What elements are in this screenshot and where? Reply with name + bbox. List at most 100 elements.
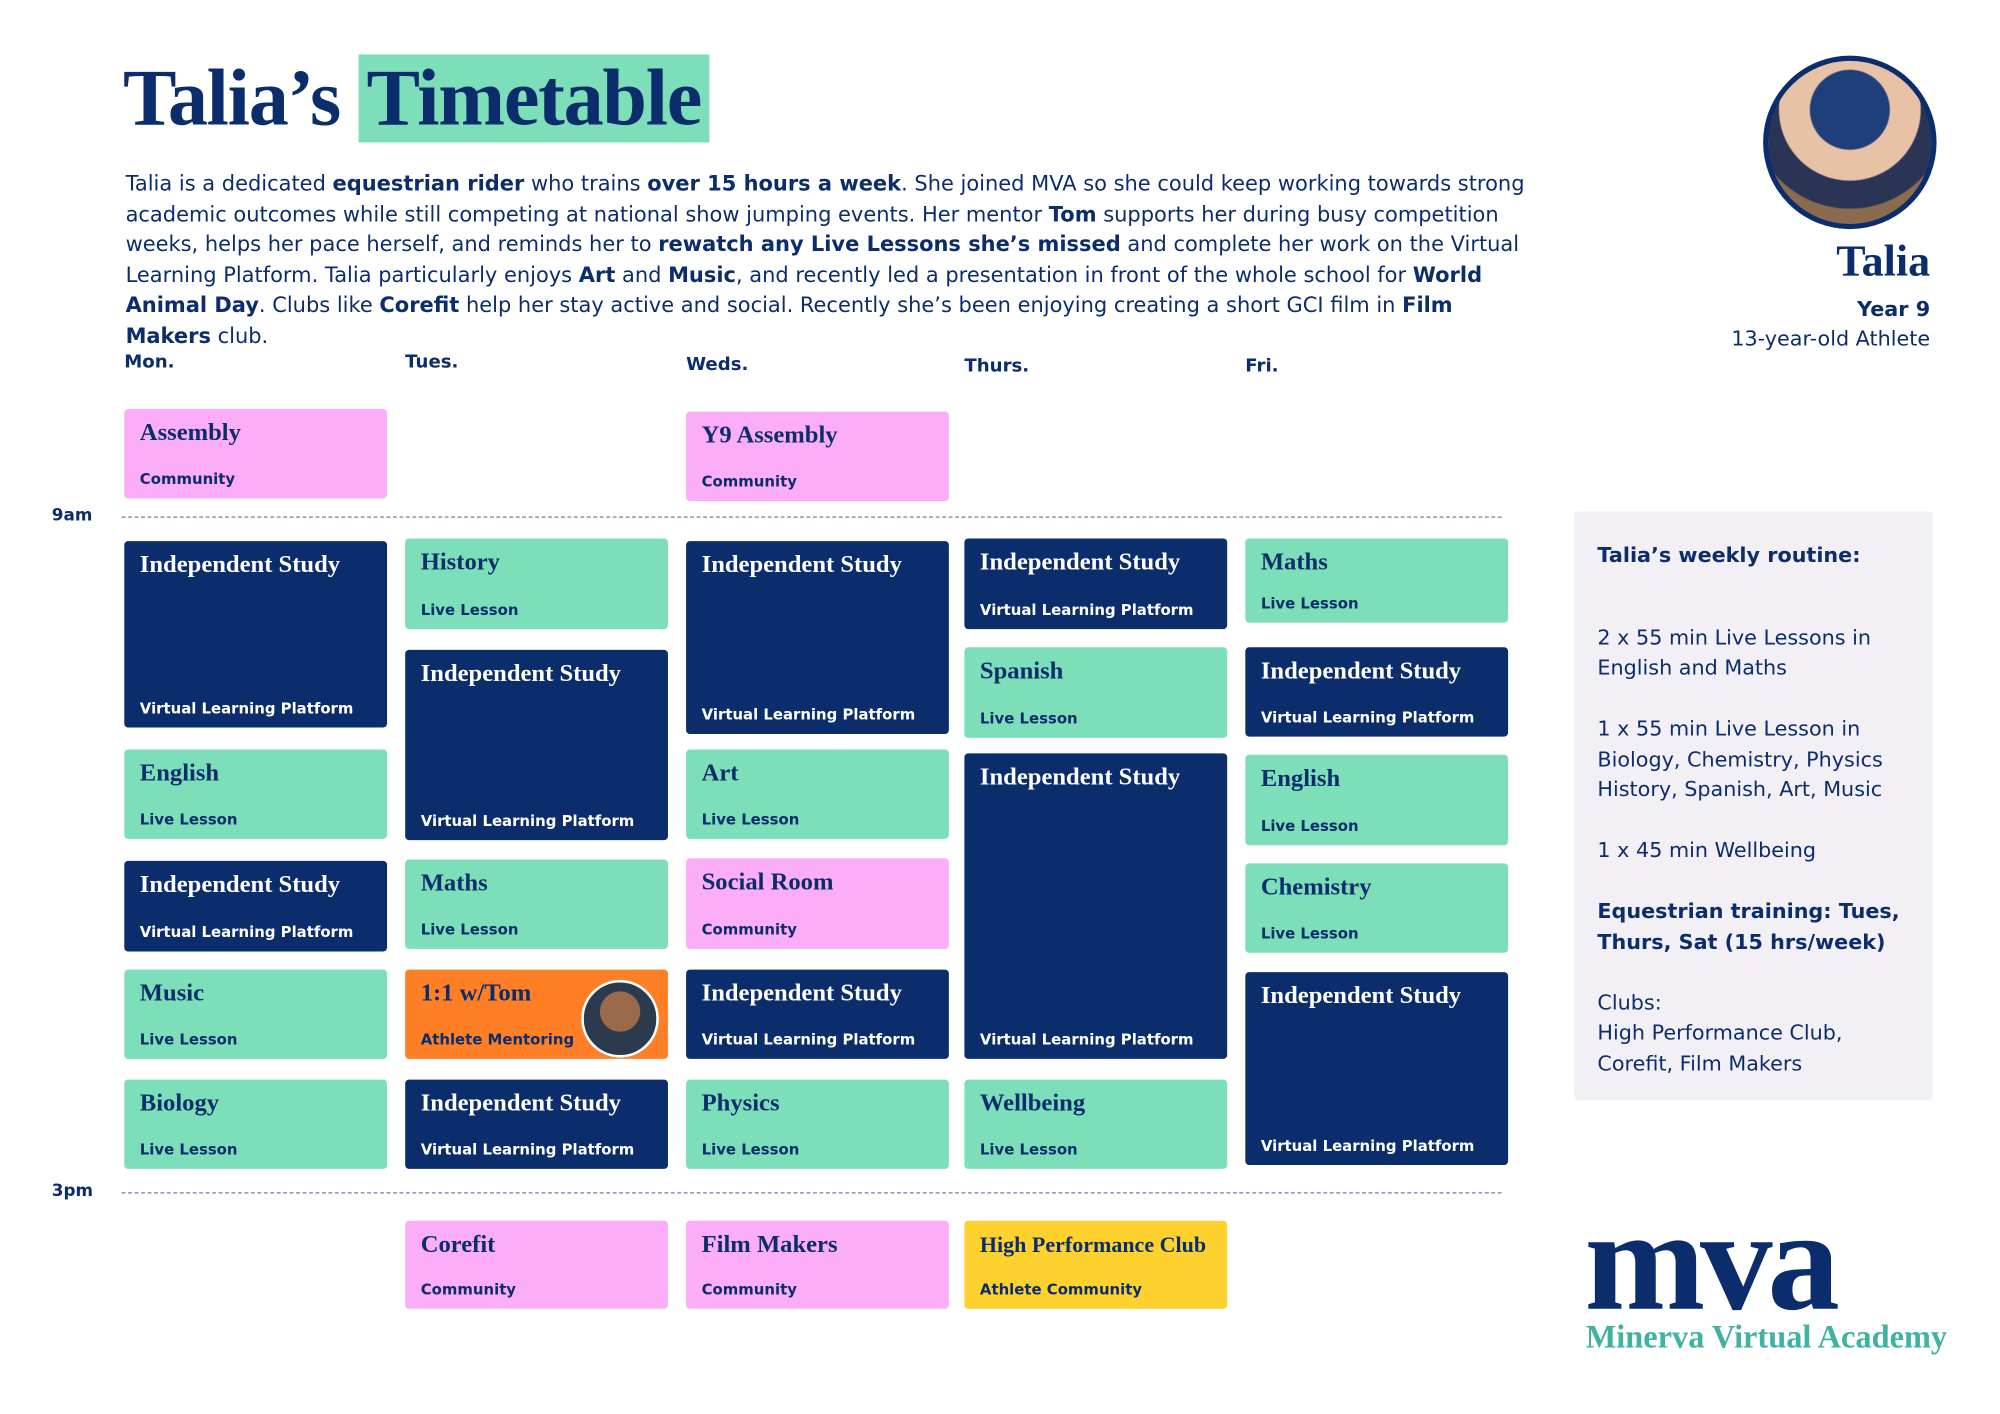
day-label: Weds. xyxy=(686,354,749,376)
lesson-block: Spanish Live Lesson xyxy=(964,647,1228,738)
profile-name: Talia xyxy=(1836,238,1931,287)
lesson-subtitle: Live Lesson xyxy=(1260,924,1359,943)
lesson-title: Independent Study xyxy=(979,763,1181,791)
lesson-subtitle: Virtual Learning Platform xyxy=(420,811,635,830)
lesson-title: Maths xyxy=(1260,548,1328,577)
profile-description: 13-year-old Athlete xyxy=(1731,326,1931,351)
lesson-subtitle: Virtual Learning Platform xyxy=(1260,708,1475,727)
lesson-block: Independent Study Virtual Learning Platfo… xyxy=(1245,972,1509,1166)
lesson-block: Independent Study Virtual Learning Platfo… xyxy=(964,538,1228,630)
routine-line: High Performance Club, xyxy=(1597,1020,1843,1045)
lesson-subtitle: Virtual Learning Platform xyxy=(701,1030,916,1049)
lesson-title: Biology xyxy=(139,1089,220,1118)
time-label: 3pm xyxy=(51,1181,94,1202)
lesson-title: English xyxy=(1260,765,1341,793)
lesson-title: Chemistry xyxy=(1260,873,1372,901)
logo-mark: mva xyxy=(1584,1180,1839,1342)
lesson-block: 1:1 w/Tom Athlete Mentoring xyxy=(405,969,668,1059)
routine-line: English and Maths xyxy=(1597,655,1787,680)
lesson-title: Corefit xyxy=(420,1231,496,1259)
lesson-block: Physics Live Lesson xyxy=(686,1079,949,1169)
routine-line: 2 x 55 min Live Lessons in xyxy=(1597,624,1872,650)
lesson-title: Music xyxy=(139,979,205,1008)
routine-heading: Talia’s weekly routine: xyxy=(1597,542,1861,567)
day-label: Mon. xyxy=(124,352,175,373)
lesson-title: Spanish xyxy=(979,657,1064,685)
intro-segment: World Animal Day xyxy=(125,262,1483,318)
lesson-subtitle: Athlete Community xyxy=(979,1280,1143,1299)
lesson-block: Chemistry Live Lesson xyxy=(1245,863,1509,953)
lesson-block: Art Live Lesson xyxy=(686,749,949,839)
title-text: Talia’s xyxy=(122,54,341,143)
intro-segment: and complete her work on the Virtual Lea… xyxy=(125,231,1520,287)
lesson-subtitle: Live Lesson xyxy=(701,810,800,829)
intro-segment: Film Makers xyxy=(125,292,1453,348)
lesson-title: Wellbeing xyxy=(979,1089,1086,1118)
lesson-subtitle: Live Lesson xyxy=(420,920,519,939)
routine-panel: Talia’s weekly routine: 2 x 55 min Live L… xyxy=(1574,511,1933,1101)
routine-item: 2 x 55 min Live Lessons in English and Ma… xyxy=(1597,622,1909,683)
lesson-block: Independent Study Virtual Learning Platfo… xyxy=(686,541,949,734)
lesson-block: Independent Study Virtual Learning Platfo… xyxy=(124,541,388,728)
intro-segment: Corefit xyxy=(379,292,460,318)
lesson-block: Film Makers Community xyxy=(686,1220,949,1309)
lesson-title: Assembly xyxy=(139,419,241,447)
routine-line: Equestrian training: Tues, xyxy=(1597,898,1900,923)
intro: Talia is a dedicated equestrian rider wh… xyxy=(126,168,1543,351)
lesson-subtitle: Live Lesson xyxy=(979,709,1078,728)
lesson-subtitle: Live Lesson xyxy=(420,600,519,619)
lesson-block: History Live Lesson xyxy=(405,538,668,630)
intro-segment: , and recently led a presentation in fro… xyxy=(735,262,1413,287)
lesson-block: Independent Study Virtual Learning Platfo… xyxy=(405,1079,668,1169)
lesson-title: Art xyxy=(701,759,739,788)
lesson-title: 1:1 w/Tom xyxy=(420,979,532,1008)
lesson-subtitle: Live Lesson xyxy=(701,1140,800,1159)
day-label: Thurs. xyxy=(964,355,1030,377)
lesson-title: Independent Study xyxy=(420,1089,621,1118)
routine-item: 1 x 55 min Live Lesson in Biology, Chemis… xyxy=(1597,713,1909,804)
lesson-title: Independent Study xyxy=(420,660,621,688)
lesson-block: English Live Lesson xyxy=(1245,754,1509,846)
routine-line: Biology, Chemistry, Physics xyxy=(1597,746,1883,771)
routine-item: 1 x 45 min Wellbeing xyxy=(1597,835,1909,865)
intro-segment: club. xyxy=(210,322,269,348)
lesson-block: Wellbeing Live Lesson xyxy=(964,1079,1228,1169)
profile-photo xyxy=(1763,55,1937,230)
lesson-subtitle: Live Lesson xyxy=(139,1030,238,1049)
lesson-title: High Performance Club xyxy=(979,1232,1207,1257)
title: Talia’s Timetable xyxy=(123,52,709,145)
lesson-block: Independent Study Virtual Learning Platfo… xyxy=(964,753,1228,1059)
lesson-subtitle: Community xyxy=(701,1280,797,1299)
lesson-subtitle: Virtual Learning Platform xyxy=(979,600,1194,619)
lesson-subtitle: Community xyxy=(701,920,797,939)
intro-segment: Tom xyxy=(1048,201,1097,226)
profile-year: Year 9 xyxy=(1857,296,1931,322)
routine-line: 1 x 55 min Live Lesson in xyxy=(1597,715,1861,741)
lesson-block: Maths Live Lesson xyxy=(405,859,668,949)
routine-line: 1 x 45 min Wellbeing xyxy=(1597,837,1817,863)
intro-segment: over 15 hours a week xyxy=(647,170,902,196)
day-label: Tues. xyxy=(405,352,459,373)
lesson-title: Independent Study xyxy=(1260,657,1462,685)
lesson-subtitle: Community xyxy=(420,1280,517,1299)
lesson-block: Music Live Lesson xyxy=(124,969,388,1059)
lesson-title: Y9 Assembly xyxy=(701,422,838,450)
lesson-block: Corefit Community xyxy=(405,1220,668,1309)
lesson-subtitle: Live Lesson xyxy=(139,1140,238,1159)
lesson-block: Independent Study Virtual Learning Platfo… xyxy=(1245,647,1509,737)
lesson-subtitle: Virtual Learning Platform xyxy=(139,699,354,718)
lesson-title: Film Makers xyxy=(701,1231,838,1259)
lesson-subtitle: Live Lesson xyxy=(139,810,238,829)
lesson-subtitle: Virtual Learning Platform xyxy=(420,1140,635,1159)
lesson-block: Social Room Community xyxy=(686,858,949,949)
lesson-title: Independent Study xyxy=(139,551,341,579)
lesson-block: Y9 Assembly Community xyxy=(686,411,949,501)
time-line xyxy=(121,516,1502,518)
lesson-block: Independent Study Virtual Learning Platfo… xyxy=(124,860,388,952)
intro-segment: . She joined MVA so she could keep worki… xyxy=(125,170,1525,226)
intro-segment: help her stay active and social. Recentl… xyxy=(459,292,1403,318)
lesson-title: Physics xyxy=(701,1089,780,1118)
lesson-title: Independent Study xyxy=(979,548,1181,577)
